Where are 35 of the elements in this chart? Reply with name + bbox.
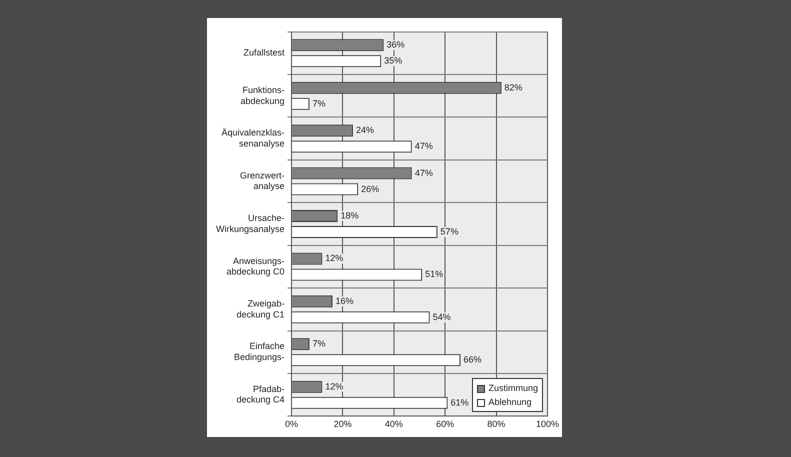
- data-label: 47%: [414, 168, 433, 178]
- y-tick-label: Zweigab- deckung C1: [236, 298, 285, 320]
- data-label: 57%: [440, 226, 458, 236]
- data-label: 61%: [450, 397, 469, 408]
- x-tick-label: 0%: [285, 419, 298, 430]
- y-tick-label: Anweisungs- abdeckung C0: [226, 256, 285, 277]
- y-tick-label: Grenzwert- analyse: [240, 170, 285, 192]
- data-label: 7%: [312, 98, 326, 108]
- y-tick-label: Funktions- abdeckung: [240, 84, 285, 106]
- x-tick-label: 20%: [334, 419, 352, 430]
- data-label: 36%: [386, 40, 405, 50]
- data-label: 24%: [356, 125, 374, 136]
- data-label: 82%: [504, 82, 522, 92]
- y-tick-label: Ursache- Wirkungsanalyse: [216, 213, 285, 234]
- data-label: 66%: [463, 354, 482, 365]
- data-label: 12%: [325, 253, 344, 264]
- x-tick-label: 40%: [384, 419, 403, 430]
- data-label: 35%: [384, 56, 402, 66]
- y-tick-label: Äquivalenzklas- senanalyse: [221, 128, 285, 148]
- legend-label: Ablehnung: [488, 397, 532, 408]
- data-label: 51%: [425, 269, 444, 280]
- x-tick-label: 60%: [436, 419, 454, 430]
- data-label: 12%: [325, 381, 344, 392]
- y-tick-label: Pfadab- deckung C4: [236, 384, 285, 405]
- legend-label: Zustimmung: [488, 383, 538, 394]
- data-label: 16%: [335, 296, 354, 306]
- data-label: 26%: [361, 184, 380, 194]
- y-tick-label: Zufallstest: [244, 48, 286, 58]
- data-label: 47%: [414, 141, 433, 152]
- data-label: 54%: [432, 312, 451, 322]
- x-tick-label: 100%: [536, 419, 560, 430]
- data-label: 7%: [312, 338, 326, 349]
- x-tick-label: 80%: [487, 419, 506, 430]
- data-label: 18%: [340, 210, 359, 220]
- y-tick-label: Einfache Bedingungs-: [234, 341, 285, 362]
